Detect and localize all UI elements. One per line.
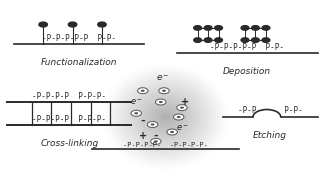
- Ellipse shape: [140, 96, 191, 138]
- Ellipse shape: [123, 81, 209, 153]
- Circle shape: [131, 110, 141, 116]
- Ellipse shape: [115, 74, 216, 160]
- Circle shape: [151, 138, 161, 144]
- Text: -P-P      P-P-: -P-P P-P-: [238, 106, 302, 115]
- Ellipse shape: [150, 104, 182, 130]
- Ellipse shape: [134, 90, 197, 144]
- Ellipse shape: [138, 94, 193, 140]
- Circle shape: [167, 129, 177, 135]
- Ellipse shape: [126, 84, 205, 150]
- Ellipse shape: [129, 86, 202, 148]
- Circle shape: [194, 38, 202, 42]
- Ellipse shape: [119, 78, 212, 156]
- Ellipse shape: [137, 93, 194, 141]
- Circle shape: [155, 99, 166, 105]
- Circle shape: [215, 26, 222, 30]
- Ellipse shape: [108, 69, 223, 165]
- Circle shape: [68, 22, 77, 27]
- Ellipse shape: [124, 82, 207, 152]
- Text: -: -: [140, 116, 145, 126]
- Circle shape: [170, 131, 174, 133]
- Ellipse shape: [112, 72, 220, 163]
- Ellipse shape: [153, 106, 178, 128]
- Circle shape: [252, 38, 259, 42]
- Ellipse shape: [118, 77, 214, 157]
- Circle shape: [215, 38, 222, 42]
- Circle shape: [194, 26, 202, 30]
- Ellipse shape: [148, 102, 183, 132]
- Ellipse shape: [105, 66, 226, 168]
- Circle shape: [151, 123, 154, 126]
- Ellipse shape: [156, 109, 175, 125]
- Text: Etching: Etching: [253, 131, 287, 140]
- Circle shape: [262, 38, 270, 42]
- Circle shape: [147, 122, 158, 128]
- Text: Cross-linking: Cross-linking: [40, 139, 98, 148]
- Circle shape: [241, 38, 249, 42]
- Ellipse shape: [116, 76, 215, 158]
- Text: -P-P-P-P  P-P-P-: -P-P-P-P P-P-P-: [32, 92, 106, 101]
- Ellipse shape: [158, 110, 174, 124]
- Text: +: +: [139, 131, 147, 141]
- Text: -P-P-P-P-  -P-P-P-P-: -P-P-P-P- -P-P-P-P-: [123, 142, 208, 148]
- Circle shape: [141, 90, 145, 92]
- Circle shape: [154, 140, 158, 143]
- Circle shape: [162, 90, 166, 92]
- Circle shape: [177, 105, 187, 111]
- Circle shape: [262, 26, 270, 30]
- Ellipse shape: [161, 113, 171, 121]
- Circle shape: [241, 26, 249, 30]
- Text: Functionalization: Functionalization: [41, 58, 117, 67]
- Ellipse shape: [132, 89, 199, 145]
- Ellipse shape: [147, 101, 185, 133]
- Ellipse shape: [145, 100, 186, 134]
- Ellipse shape: [104, 65, 228, 169]
- Ellipse shape: [107, 67, 225, 167]
- Ellipse shape: [110, 70, 221, 164]
- Circle shape: [180, 107, 184, 109]
- Ellipse shape: [154, 108, 177, 126]
- Circle shape: [159, 88, 169, 94]
- Circle shape: [98, 22, 106, 27]
- Ellipse shape: [135, 92, 196, 142]
- Text: -: -: [154, 131, 158, 141]
- Text: e$^-$: e$^-$: [130, 97, 143, 107]
- Circle shape: [134, 112, 138, 114]
- Ellipse shape: [131, 88, 201, 146]
- Circle shape: [177, 116, 181, 118]
- Circle shape: [159, 101, 163, 103]
- Ellipse shape: [159, 112, 172, 122]
- Text: -P-P-P-P-P  P-P-: -P-P-P-P-P P-P-: [42, 34, 116, 43]
- Text: +: +: [181, 97, 189, 107]
- Ellipse shape: [121, 80, 210, 154]
- Text: e$^-$: e$^-$: [175, 123, 188, 133]
- Circle shape: [204, 38, 212, 42]
- Circle shape: [137, 88, 148, 94]
- Ellipse shape: [143, 98, 188, 136]
- Ellipse shape: [164, 116, 167, 118]
- Circle shape: [252, 26, 259, 30]
- Ellipse shape: [142, 97, 190, 137]
- Ellipse shape: [127, 85, 204, 149]
- Ellipse shape: [151, 105, 180, 129]
- Text: -P-P-P-P  P-P-P-: -P-P-P-P P-P-P-: [32, 115, 106, 124]
- Circle shape: [174, 114, 184, 120]
- Ellipse shape: [102, 64, 229, 170]
- Text: Deposition: Deposition: [223, 67, 271, 76]
- Circle shape: [39, 22, 48, 27]
- Circle shape: [204, 26, 212, 30]
- Text: -P-P-P-P-P  P-P-: -P-P-P-P-P P-P-: [210, 43, 284, 52]
- Ellipse shape: [113, 73, 218, 161]
- Text: e$^-$: e$^-$: [155, 74, 169, 83]
- Ellipse shape: [162, 114, 169, 120]
